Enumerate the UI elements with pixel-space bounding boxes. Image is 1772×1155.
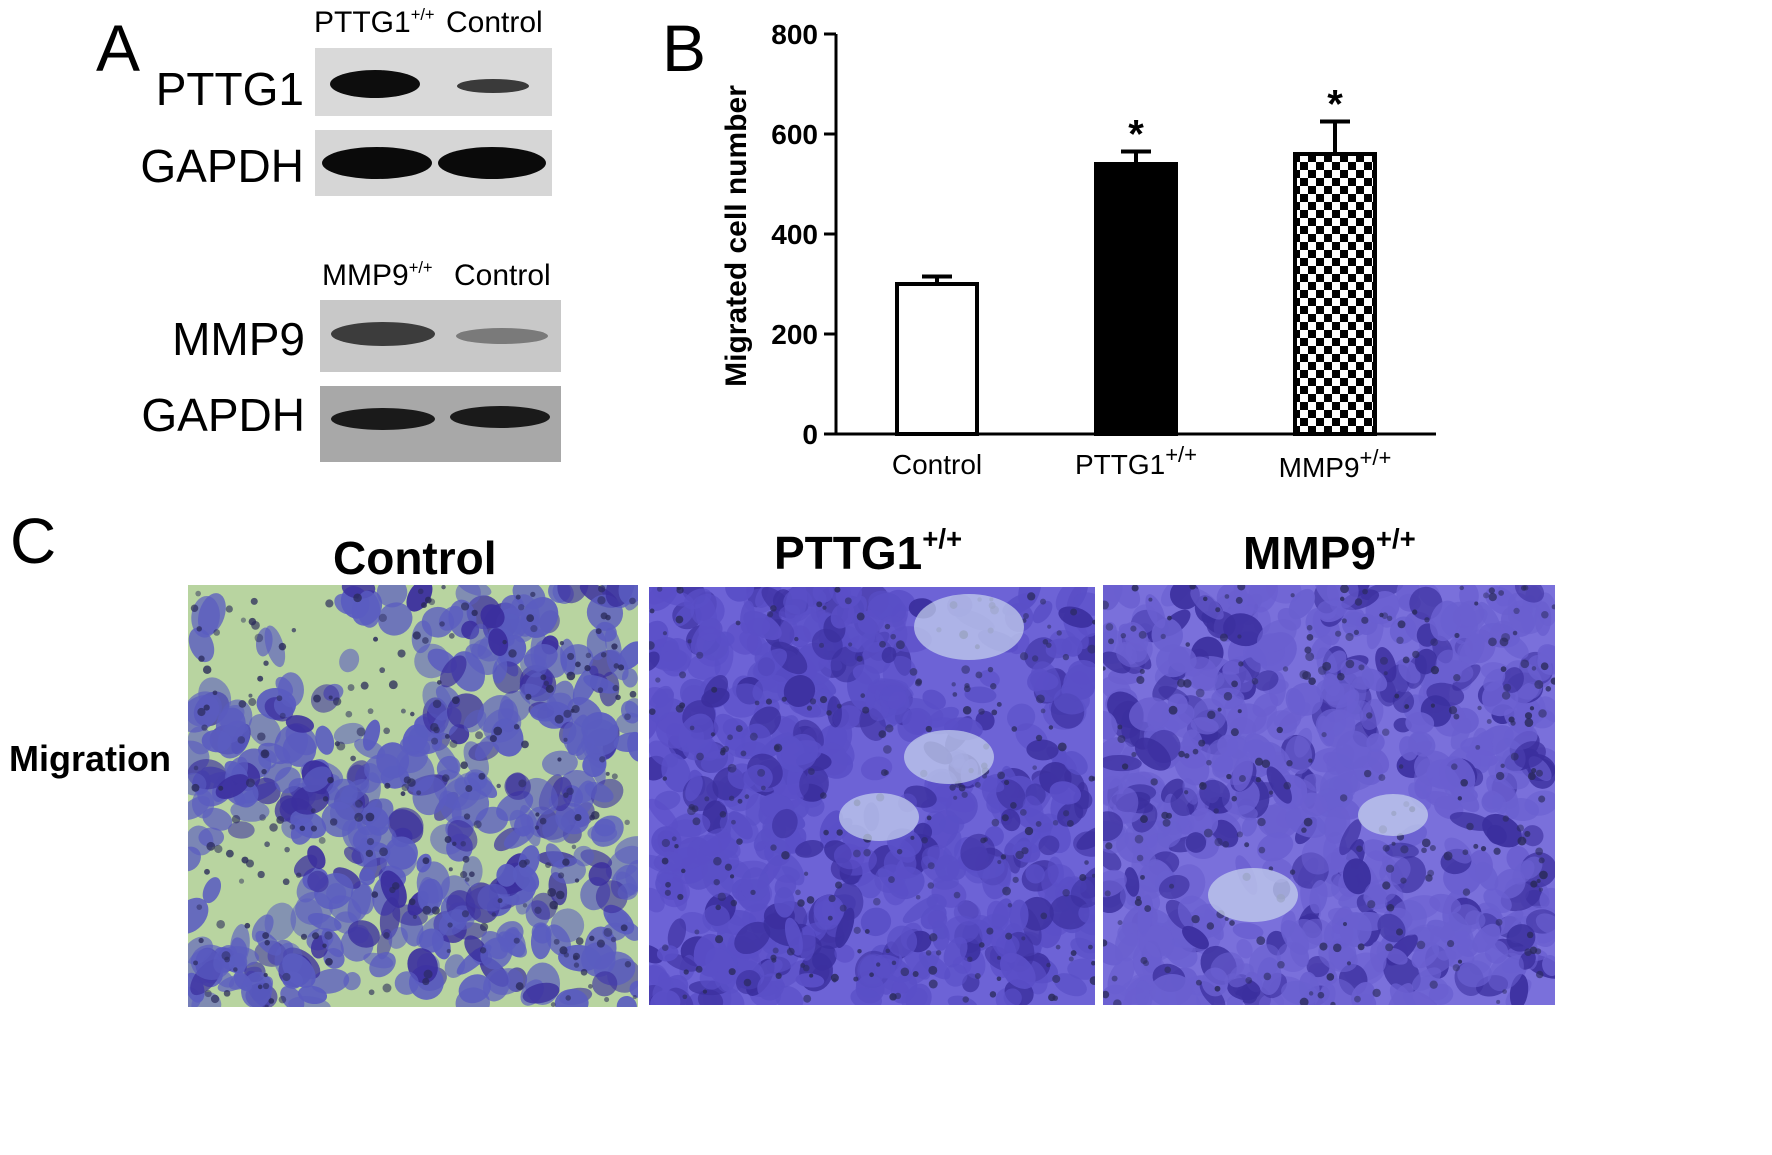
- significance-star: *: [1327, 83, 1343, 127]
- blot1-lane1-label: PTTG1+/+: [314, 6, 435, 39]
- blot2-row-label-gapdh: GAPDH: [141, 389, 305, 441]
- y-tick-label: 200: [771, 319, 818, 350]
- y-tick-label: 600: [771, 119, 818, 150]
- micrograph-pttg1: [649, 587, 1095, 1005]
- micro-title-control: Control: [333, 532, 497, 584]
- panel-b-letter: B: [662, 11, 707, 85]
- y-axis-label: Migrated cell number: [720, 85, 753, 387]
- blot2-mmp9-band-lane2: [456, 328, 548, 344]
- blot2-mmp9-band-lane1: [331, 322, 435, 346]
- blot1-row-label-pttg1: PTTG1: [155, 63, 304, 115]
- blot2-lane1-label: MMP9+/+: [322, 259, 433, 292]
- blot1-gapdh-membrane: [315, 130, 552, 196]
- panel-c-letter: C: [10, 505, 57, 577]
- blot2-gapdh-band-lane1: [331, 408, 435, 430]
- blot1-lane2-label: Control: [446, 6, 543, 39]
- blot1-row-label-gapdh: GAPDH: [140, 140, 304, 192]
- x-tick-label: PTTG1+/+: [1075, 442, 1197, 480]
- y-tick-label: 400: [771, 219, 818, 250]
- blot2-mmp9-membrane: [320, 300, 561, 372]
- panel-a-letter: A: [96, 11, 141, 85]
- bar-pttg1-: [1094, 162, 1178, 436]
- blot1-gapdh-band-lane2: [438, 147, 546, 179]
- micro-title-pttg1: PTTG1+/+: [774, 523, 963, 579]
- migration-bar-chart: 0 200 400 600 800 Migrated cell number Control…: [720, 19, 1436, 483]
- blot2-gapdh-band-lane2: [450, 406, 550, 428]
- micrograph-mmp9: [1103, 585, 1555, 1005]
- blot1-pttg1-band-lane1: [330, 70, 420, 98]
- bar-control: [895, 282, 979, 436]
- micro-title-mmp9: MMP9+/+: [1243, 523, 1416, 579]
- x-tick-label: MMP9+/+: [1279, 445, 1392, 483]
- y-tick-label: 0: [802, 419, 818, 450]
- row-label-migration: Migration: [9, 738, 171, 779]
- bar-mmp9-: [1293, 152, 1377, 436]
- blot2-row-label-mmp9: MMP9: [172, 313, 305, 365]
- blot1-pttg1-membrane: [315, 48, 552, 116]
- blot2-gapdh-membrane: [320, 386, 561, 462]
- blot1-gapdh-band-lane1: [322, 147, 432, 179]
- blot2-lane2-label: Control: [454, 259, 551, 292]
- micrograph-control: [188, 585, 638, 1007]
- significance-star: *: [1128, 113, 1144, 157]
- blot1-pttg1-band-lane2: [457, 79, 529, 93]
- x-tick-label: Control: [892, 449, 982, 480]
- y-tick-label: 800: [771, 19, 818, 50]
